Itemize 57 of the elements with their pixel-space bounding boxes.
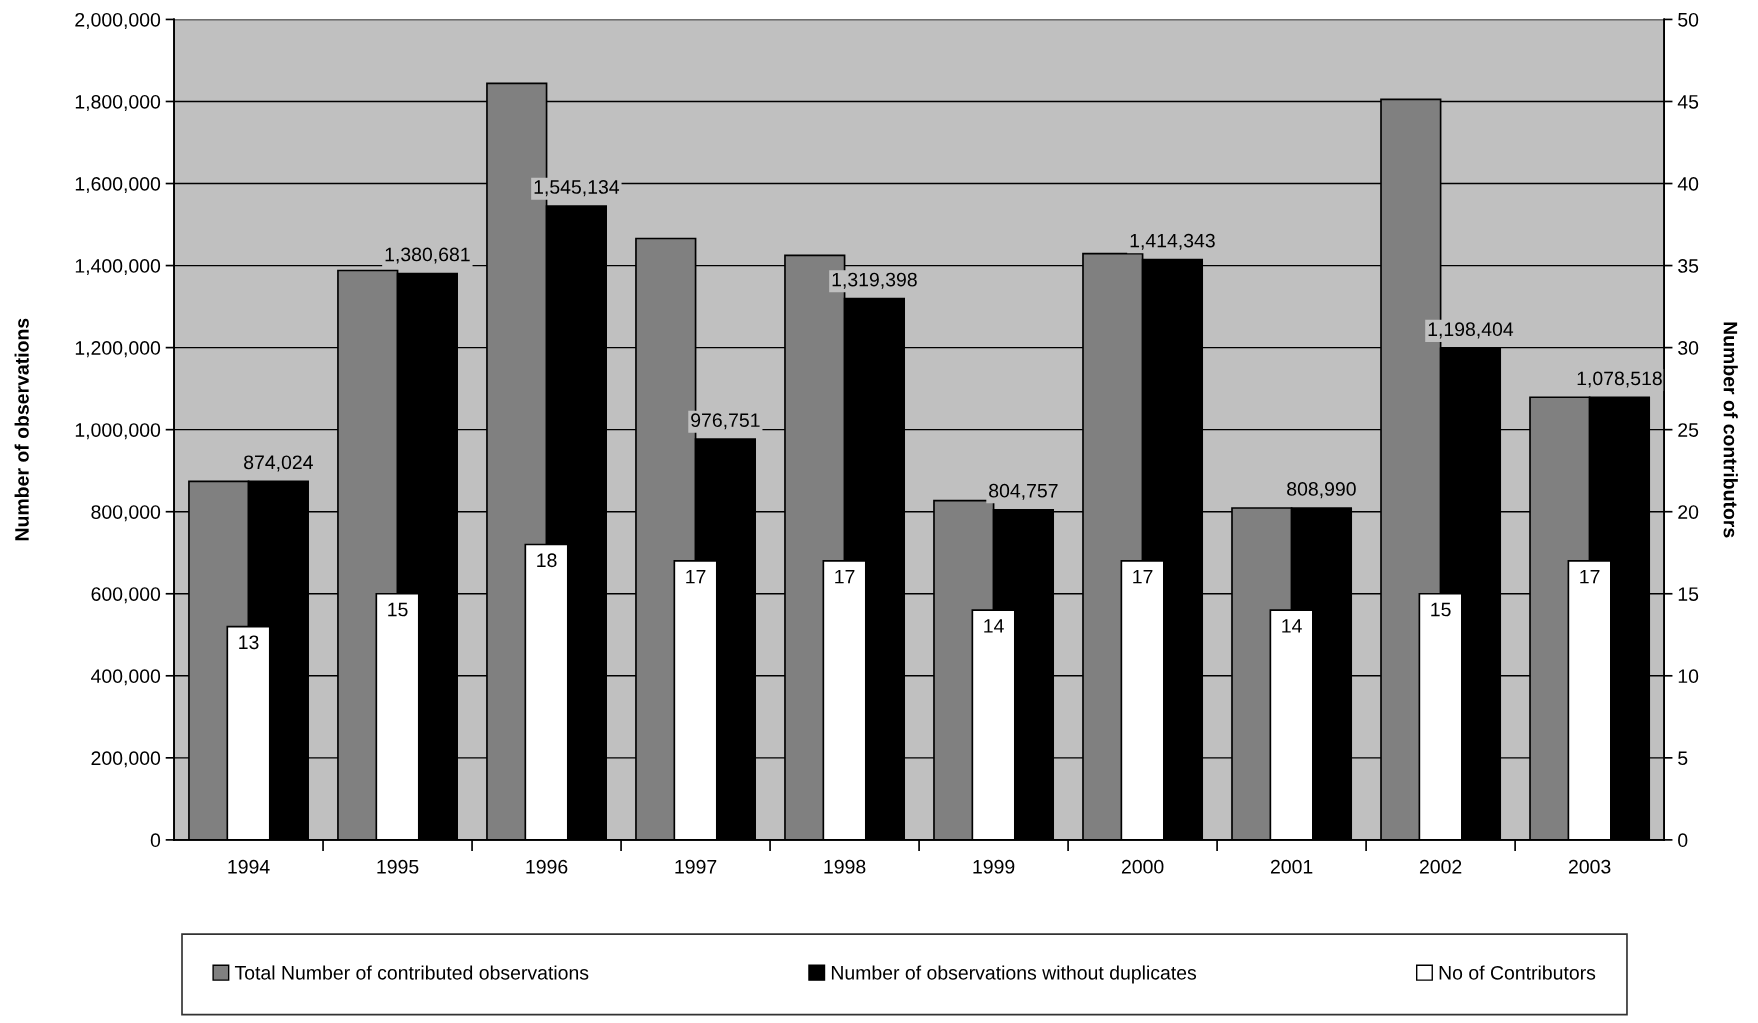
- data-label: 17: [1580, 569, 1600, 584]
- y2-tick-label: 35: [1678, 259, 1699, 273]
- data-label: 808,990: [1287, 482, 1356, 499]
- y2-tick-label: 10: [1678, 669, 1699, 684]
- x-tick-label: 1997: [675, 859, 717, 874]
- y-tick-label: 2,000,000: [75, 12, 161, 29]
- y-axis-title: Number of observations: [14, 318, 29, 541]
- y-tick-label: 200,000: [91, 751, 161, 768]
- data-label: 17: [1133, 569, 1153, 584]
- data-label: 14: [1282, 619, 1302, 633]
- y-tick-label: 1,800,000: [75, 94, 161, 112]
- legend-label: No of Contributors: [1439, 965, 1596, 980]
- y2-tick-label: 45: [1677, 95, 1699, 109]
- data-label: 15: [1431, 602, 1451, 617]
- y-tick-label: 400,000: [91, 669, 161, 686]
- legend-label: Total Number of contributed observations: [234, 965, 589, 980]
- y2-tick-label: 30: [1678, 341, 1699, 355]
- x-tick-label: 1995: [377, 859, 419, 874]
- data-label: 976,751: [691, 413, 760, 430]
- y-tick-label: 1,000,000: [75, 423, 161, 440]
- y-tick-label: 1,200,000: [75, 341, 161, 358]
- y2-tick-label: 25: [1678, 423, 1699, 437]
- data-label: 14: [984, 619, 1004, 633]
- data-label: 1,414,343: [1130, 233, 1215, 250]
- data-label: 1,380,681: [385, 247, 470, 264]
- y2-tick-label: 5: [1678, 751, 1688, 766]
- x-tick-label: 2001: [1270, 859, 1313, 874]
- y2-tick-label: 0: [1678, 833, 1688, 848]
- y-tick-label: 0: [150, 833, 161, 848]
- y-tick-label: 600,000: [91, 587, 161, 604]
- y2-tick-label: 50: [1678, 12, 1699, 27]
- x-tick-label: 2000: [1121, 859, 1164, 874]
- data-label: 874,024: [244, 455, 313, 472]
- data-label: 1,319,398: [832, 272, 917, 289]
- data-label: 13: [239, 635, 259, 650]
- y2-tick-label: 40: [1677, 176, 1699, 191]
- data-label: 18: [537, 553, 557, 568]
- x-tick-label: 2003: [1568, 859, 1611, 874]
- data-label: 1,545,134: [534, 180, 620, 197]
- x-tick-label: 1999: [973, 859, 1015, 874]
- x-tick-label: 1996: [526, 859, 568, 874]
- y2-axis-title: Number of contributors: [1723, 322, 1738, 538]
- y-tick-label: 1,600,000: [75, 176, 161, 194]
- x-tick-label: 2002: [1419, 859, 1462, 874]
- data-label: 15: [388, 602, 408, 617]
- x-tick-label: 1998: [824, 859, 866, 874]
- data-label: 17: [835, 569, 855, 584]
- y2-tick-label: 20: [1678, 505, 1699, 519]
- x-tick-label: 1994: [228, 859, 270, 874]
- data-label: 17: [686, 569, 706, 584]
- y2-tick-label: 15: [1678, 587, 1699, 601]
- legend-label: Number of observations without duplicates: [831, 965, 1197, 984]
- y-tick-label: 1,400,000: [75, 259, 161, 276]
- data-label: 1,078,518: [1577, 371, 1662, 388]
- data-label: 1,198,404: [1428, 322, 1514, 339]
- data-label: 804,757: [989, 483, 1058, 500]
- y-tick-label: 800,000: [91, 505, 161, 522]
